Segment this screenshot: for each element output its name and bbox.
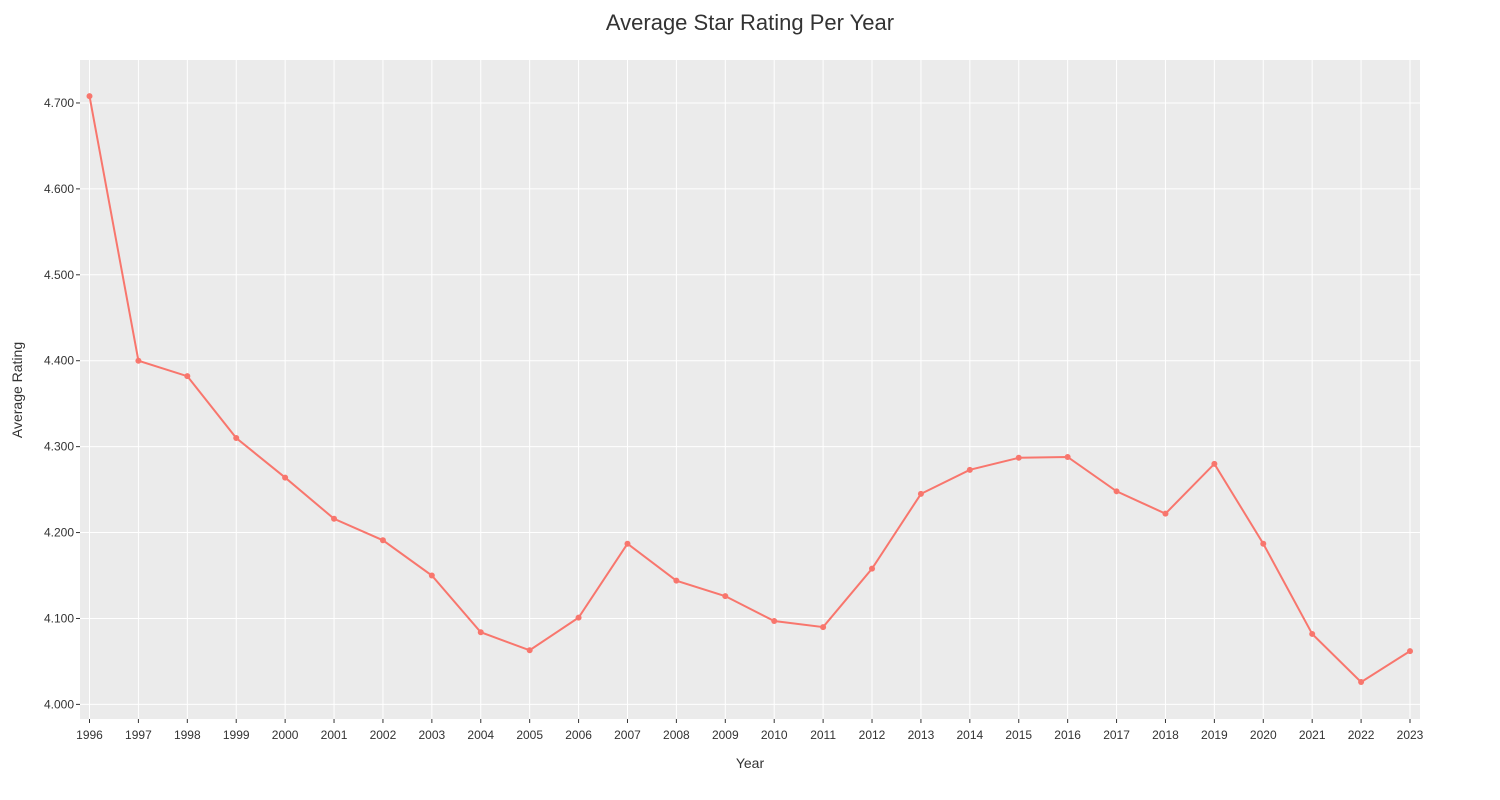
data-point-2014 — [966, 466, 973, 473]
data-point-2000 — [282, 474, 289, 481]
data-point-2004 — [477, 629, 484, 636]
x-tick-label: 2013 — [908, 728, 935, 742]
y-tick-label: 4.500 — [44, 268, 74, 282]
x-tick-label: 2005 — [516, 728, 543, 742]
y-axis-ticks: 4.000 4.100 4.200 4.300 4.400 4.500 4.600 4.700 — [44, 96, 80, 711]
x-tick-label: 2020 — [1250, 728, 1277, 742]
x-tick-label: 1998 — [174, 728, 201, 742]
x-tick-label: 1997 — [125, 728, 152, 742]
grid-lines — [80, 60, 1420, 719]
chart-title: Average Star Rating Per Year — [606, 10, 894, 35]
x-tick-label: 2023 — [1397, 728, 1424, 742]
data-point-1999 — [233, 435, 240, 442]
data-point-1998 — [184, 373, 191, 380]
x-tick-label: 2002 — [370, 728, 397, 742]
x-tick-label: 2015 — [1005, 728, 1032, 742]
plot-background — [80, 60, 1420, 719]
y-tick-label: 4.400 — [44, 354, 74, 368]
data-point-1997 — [135, 357, 142, 364]
data-point-2020 — [1260, 540, 1267, 547]
x-tick-label: 2004 — [467, 728, 494, 742]
data-point-2012 — [869, 565, 876, 572]
x-tick-label: 2009 — [712, 728, 739, 742]
x-tick-label: 2017 — [1103, 728, 1130, 742]
data-point-2022 — [1358, 679, 1365, 686]
y-tick-label: 4.200 — [44, 526, 74, 540]
data-point-2021 — [1309, 630, 1316, 637]
x-axis-title: Year — [736, 755, 765, 771]
data-point-2011 — [820, 624, 827, 631]
data-point-2016 — [1064, 453, 1071, 460]
x-tick-label: 2019 — [1201, 728, 1228, 742]
data-point-2007 — [624, 540, 631, 547]
x-tick-label: 2014 — [956, 728, 983, 742]
y-tick-label: 4.600 — [44, 182, 74, 196]
data-point-2015 — [1015, 454, 1022, 461]
x-axis-ticks: 1996 1997 1998 1999 2000 2001 2002 2003 2004 2005… — [76, 719, 1424, 742]
x-tick-label: 1999 — [223, 728, 250, 742]
data-point-2019 — [1211, 460, 1218, 467]
data-point-2001 — [331, 515, 338, 522]
data-point-2005 — [526, 647, 533, 654]
x-tick-label: 2012 — [859, 728, 886, 742]
x-tick-label: 2007 — [614, 728, 641, 742]
y-tick-label: 4.700 — [44, 96, 74, 110]
x-tick-label: 2010 — [761, 728, 788, 742]
series-line — [88, 95, 1411, 684]
y-axis-title: Average Rating — [9, 342, 25, 438]
data-point-2010 — [771, 618, 778, 625]
x-tick-label: 2008 — [663, 728, 690, 742]
x-tick-label: 1996 — [76, 728, 103, 742]
data-point-2008 — [673, 577, 680, 584]
x-tick-label: 2000 — [272, 728, 299, 742]
x-tick-label: 2006 — [565, 728, 592, 742]
data-point-2018 — [1162, 510, 1169, 517]
data-point-2017 — [1113, 488, 1120, 495]
x-tick-label: 2003 — [419, 728, 446, 742]
x-tick-label: 2011 — [810, 728, 836, 742]
data-point-2013 — [917, 490, 924, 497]
x-tick-label: 2021 — [1299, 728, 1326, 742]
data-point-2009 — [722, 593, 729, 600]
y-tick-label: 4.300 — [44, 440, 74, 454]
data-point-2006 — [575, 614, 582, 621]
data-point-2003 — [428, 572, 435, 579]
data-point-2002 — [379, 537, 386, 544]
y-tick-label: 4.100 — [44, 611, 74, 625]
data-point-1996 — [86, 93, 93, 100]
data-point-2023 — [1407, 648, 1413, 655]
x-tick-label: 2022 — [1348, 728, 1375, 742]
x-tick-label: 2018 — [1152, 728, 1179, 742]
x-tick-label: 2001 — [321, 728, 348, 742]
x-tick-label: 2016 — [1054, 728, 1081, 742]
y-tick-label: 4.000 — [44, 697, 74, 711]
series-points — [86, 93, 1413, 686]
